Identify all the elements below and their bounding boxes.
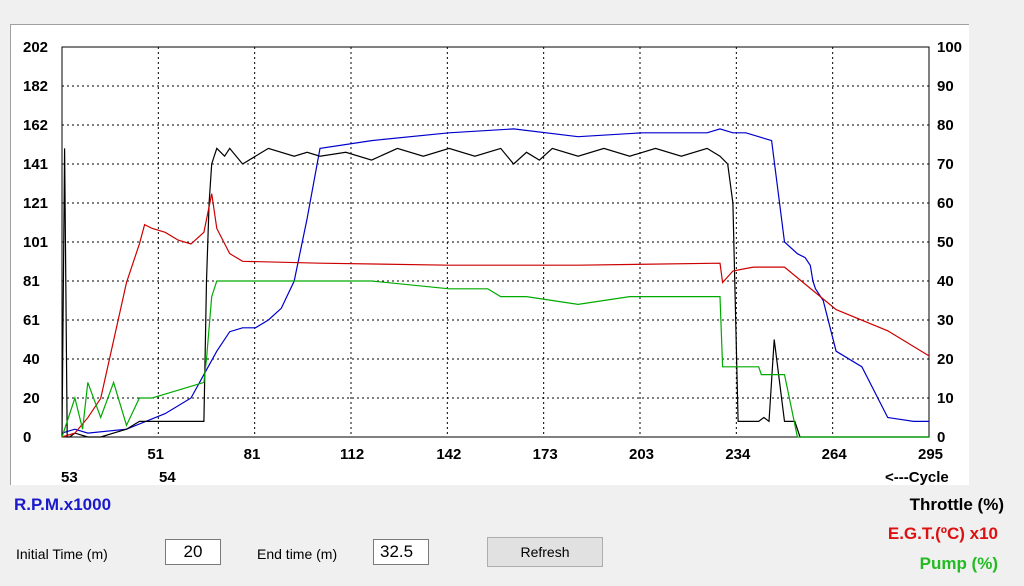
chart-svg: 0 20 40 61 81 101 121 141 162 182 202 0 10 20 30 40 50 60…	[23, 39, 962, 485]
x-tick-label: 142	[436, 446, 461, 463]
left-tick-label: 121	[23, 195, 48, 212]
left-tick-label: 20	[23, 390, 40, 407]
left-tick-label: 141	[23, 156, 48, 173]
left-tick-label: 202	[23, 39, 48, 56]
x-tick-label: 203	[629, 446, 654, 463]
x-tick-label: 234	[725, 446, 751, 463]
left-tick-label: 61	[23, 312, 40, 329]
left-tick-label: 162	[23, 117, 48, 134]
series-line-throttle	[61, 147, 929, 438]
legend-rpm: R.P.M.x1000	[14, 495, 112, 514]
right-tick-label: 70	[937, 156, 954, 173]
right-tick-label: 100	[937, 39, 962, 56]
legend-pump: Pump (%)	[919, 554, 998, 573]
legend-throttle: Throttle (%)	[909, 495, 1004, 514]
x-axis-label: <---Cycle	[885, 469, 949, 485]
right-tick-label: 60	[937, 195, 954, 212]
x-tick-label: 264	[822, 446, 848, 463]
left-tick-label: 101	[23, 234, 48, 251]
end-time-label: End time (m)	[257, 546, 338, 562]
x-secondary-tick-label: 54	[159, 469, 176, 485]
chart-panel: 0 20 40 61 81 101 121 141 162 182 202 0 10 20 30 40 50 60…	[10, 24, 969, 485]
initial-time-input[interactable]	[165, 539, 221, 565]
left-tick-label: 0	[23, 429, 31, 446]
left-tick-label: 40	[23, 351, 40, 368]
series-line-e-g-t-c-x10	[61, 193, 930, 438]
x-tick-label: 81	[244, 446, 261, 463]
initial-time-label: Initial Time (m)	[16, 546, 108, 562]
x-tick-label: 173	[533, 446, 558, 463]
right-tick-label: 50	[937, 234, 954, 251]
series-line-r-p-m-x1000	[61, 128, 929, 434]
right-tick-label: 90	[937, 78, 954, 95]
series-line-pump	[61, 280, 929, 438]
x-tick-label: 295	[918, 446, 943, 463]
end-time-input[interactable]	[373, 539, 429, 565]
right-tick-label: 10	[937, 390, 954, 407]
right-tick-label: 40	[937, 273, 954, 290]
legend-egt: E.G.T.(ºC) x10	[887, 524, 998, 543]
x-secondary-tick-label: 53	[61, 469, 78, 485]
left-tick-label: 81	[23, 273, 40, 290]
x-tick-label: 112	[340, 446, 364, 463]
x-tick-label: 51	[147, 446, 164, 463]
right-tick-label: 80	[937, 117, 954, 134]
right-tick-label: 20	[937, 351, 954, 368]
right-tick-label: 30	[937, 312, 954, 329]
left-tick-label: 182	[23, 78, 48, 95]
refresh-button[interactable]: Refresh	[487, 537, 603, 567]
right-tick-label: 0	[937, 429, 945, 446]
